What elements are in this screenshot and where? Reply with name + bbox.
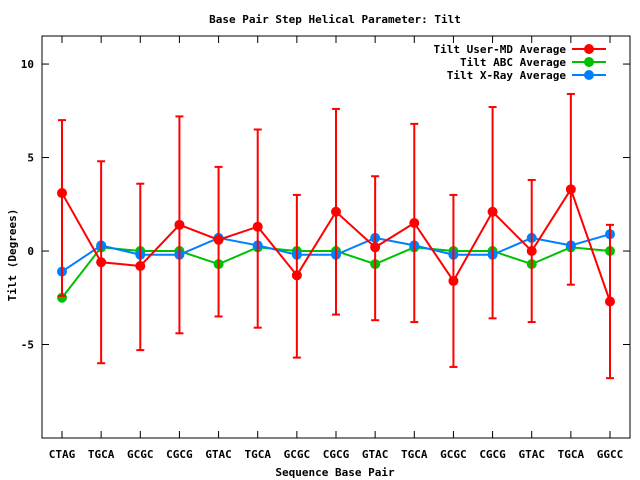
legend-label: Tilt X-Ray Average [447, 69, 567, 82]
y-axis-label: Tilt (Degrees) [6, 209, 19, 302]
x-tick-label: TGCA [244, 448, 271, 461]
y-tick-label: 10 [21, 58, 34, 71]
legend-label: Tilt User-MD Average [434, 43, 567, 56]
y-tick-label: -5 [21, 339, 34, 352]
series-0 [57, 92, 615, 380]
x-tick-label: GCGC [440, 448, 467, 461]
x-tick-label: GCGC [284, 448, 311, 461]
data-point [565, 184, 576, 195]
x-tick-label: TGCA [88, 448, 115, 461]
x-tick-label: GCGC [127, 448, 154, 461]
data-point [291, 270, 302, 281]
data-point [370, 242, 381, 253]
x-tick-label: CGCG [166, 448, 193, 461]
legend-marker [584, 57, 594, 67]
x-tick-label: GTAC [362, 448, 389, 461]
legend-marker [584, 70, 594, 80]
data-point [174, 219, 185, 230]
data-point [96, 257, 107, 268]
chart-title: Base Pair Step Helical Parameter: Tilt [209, 13, 461, 26]
data-point [57, 188, 67, 199]
x-tick-label: GTAC [518, 448, 545, 461]
x-tick-label: TGCA [558, 448, 585, 461]
data-point [605, 296, 615, 307]
legend-label: Tilt ABC Average [460, 56, 566, 69]
x-axis-label: Sequence Base Pair [275, 466, 395, 479]
x-tick-label: CGCG [323, 448, 350, 461]
data-point [331, 206, 341, 217]
data-point [526, 246, 537, 257]
data-point [409, 217, 420, 228]
data-point [252, 221, 263, 232]
data-point [213, 234, 224, 245]
x-tick-label: CTAG [49, 448, 76, 461]
y-tick-label: 5 [27, 152, 34, 165]
x-tick-label: TGCA [401, 448, 428, 461]
y-tick-label: 0 [27, 245, 34, 258]
x-tick-label: GGCC [597, 448, 624, 461]
x-tick-label: CGCG [479, 448, 506, 461]
legend-marker [584, 44, 594, 54]
data-point [135, 260, 146, 271]
data-point [448, 275, 459, 286]
x-tick-label: GTAC [205, 448, 232, 461]
data-point [487, 206, 498, 217]
